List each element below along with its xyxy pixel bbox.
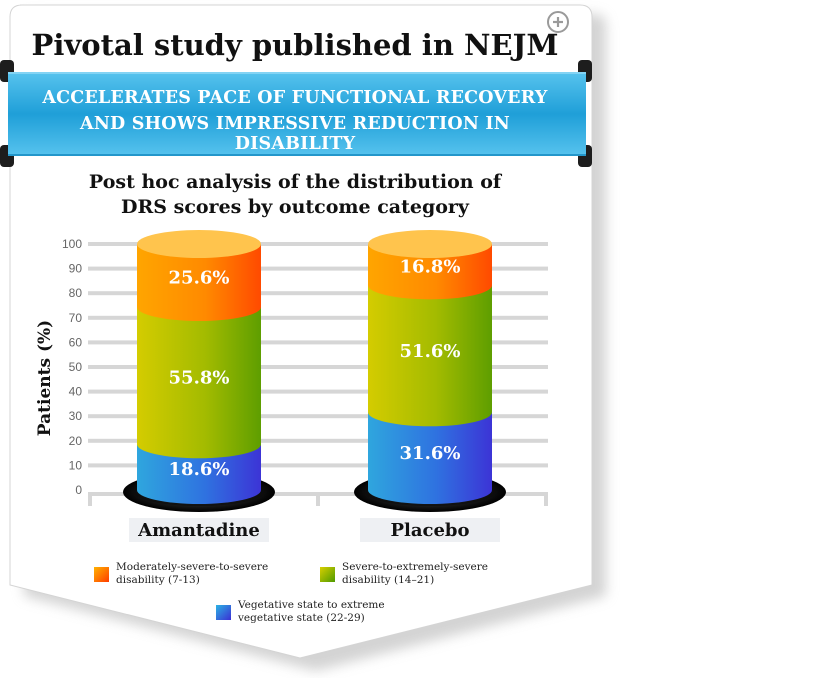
x-tick-label: Amantadine — [137, 520, 260, 541]
zoom-in-icon[interactable] — [547, 11, 569, 33]
bar-amantadine — [123, 230, 275, 512]
y-tick-label: 0 — [75, 483, 82, 497]
data-label: 25.6% — [169, 267, 230, 288]
gridline — [88, 291, 548, 296]
x-tick-label: Placebo — [390, 520, 469, 541]
bar-segment — [137, 306, 261, 459]
page-title: Pivotal study published in NEJM — [31, 28, 559, 62]
gridline — [88, 340, 548, 345]
banner-ribbon — [8, 72, 586, 156]
bar-placebo — [354, 230, 506, 512]
category-plate — [129, 518, 269, 542]
banner-line-1: ACCELERATES PACE OF FUNCTIONAL RECOVERY — [42, 88, 548, 108]
gridline — [88, 438, 548, 443]
legend-swatch — [216, 605, 231, 620]
chart-labels: 18.6% 55.8% 25.6% Amantadine 31.6% 51.6% 16.8%… — [129, 257, 500, 542]
data-label: 18.6% — [169, 459, 230, 480]
chart-title-line-1: Post hoc analysis of the distribution of — [88, 171, 502, 193]
y-tick-label: 50 — [69, 360, 83, 374]
gridline — [88, 365, 548, 369]
bar-top-cap — [137, 230, 261, 258]
x-axis-tick — [88, 492, 92, 506]
gridline — [88, 463, 548, 468]
data-label: 51.6% — [400, 341, 461, 362]
y-tick-label: 10 — [69, 458, 83, 472]
x-axis-tick — [316, 492, 320, 506]
y-tick-label: 60 — [69, 335, 83, 349]
bar-segment — [368, 285, 492, 427]
chart-bars — [123, 230, 506, 512]
y-tick-label: 30 — [69, 409, 83, 423]
y-tick-label: 70 — [69, 311, 83, 325]
data-label: 16.8% — [400, 257, 461, 278]
bar-segment — [368, 244, 492, 300]
chart-grid — [88, 242, 548, 506]
data-label: 31.6% — [400, 443, 461, 464]
y-tick-label: 100 — [62, 237, 82, 251]
gridline — [88, 389, 548, 394]
y-axis: 0 10 20 30 40 50 60 70 80 90 100 Patients (%) — [35, 237, 82, 497]
category-plate — [360, 518, 500, 542]
gridline — [88, 315, 548, 320]
legend-label: Vegetative state to extreme — [237, 599, 385, 611]
bar-segment — [137, 244, 261, 321]
y-tick-label: 40 — [69, 385, 83, 399]
y-tick-label: 90 — [69, 262, 83, 276]
legend-label: disability (7-13) — [116, 574, 200, 586]
y-tick-label: 80 — [69, 286, 83, 300]
gridline — [88, 414, 548, 419]
legend-label: Moderately-severe-to-severe — [116, 561, 268, 573]
legend-label: disability (14–21) — [342, 574, 434, 586]
legend-swatch — [320, 567, 335, 582]
banner-line-2: AND SHOWS IMPRESSIVE REDUCTION IN DISABI… — [80, 114, 510, 154]
y-axis-label: Patients (%) — [35, 320, 55, 436]
legend-label: Severe-to-extremely-severe — [342, 561, 488, 573]
gridline — [88, 242, 548, 246]
bar-segment — [137, 444, 261, 504]
y-tick-label: 20 — [69, 434, 83, 448]
gridline — [88, 266, 548, 271]
bar-segment — [368, 412, 492, 504]
bar-top-cap — [368, 230, 492, 258]
data-label: 55.8% — [169, 368, 230, 389]
x-axis-tick — [544, 492, 548, 506]
legend-label: vegetative state (22-29) — [237, 612, 365, 624]
legend-swatch — [94, 567, 109, 582]
chart-title-line-2: DRS scores by outcome category — [121, 196, 469, 218]
